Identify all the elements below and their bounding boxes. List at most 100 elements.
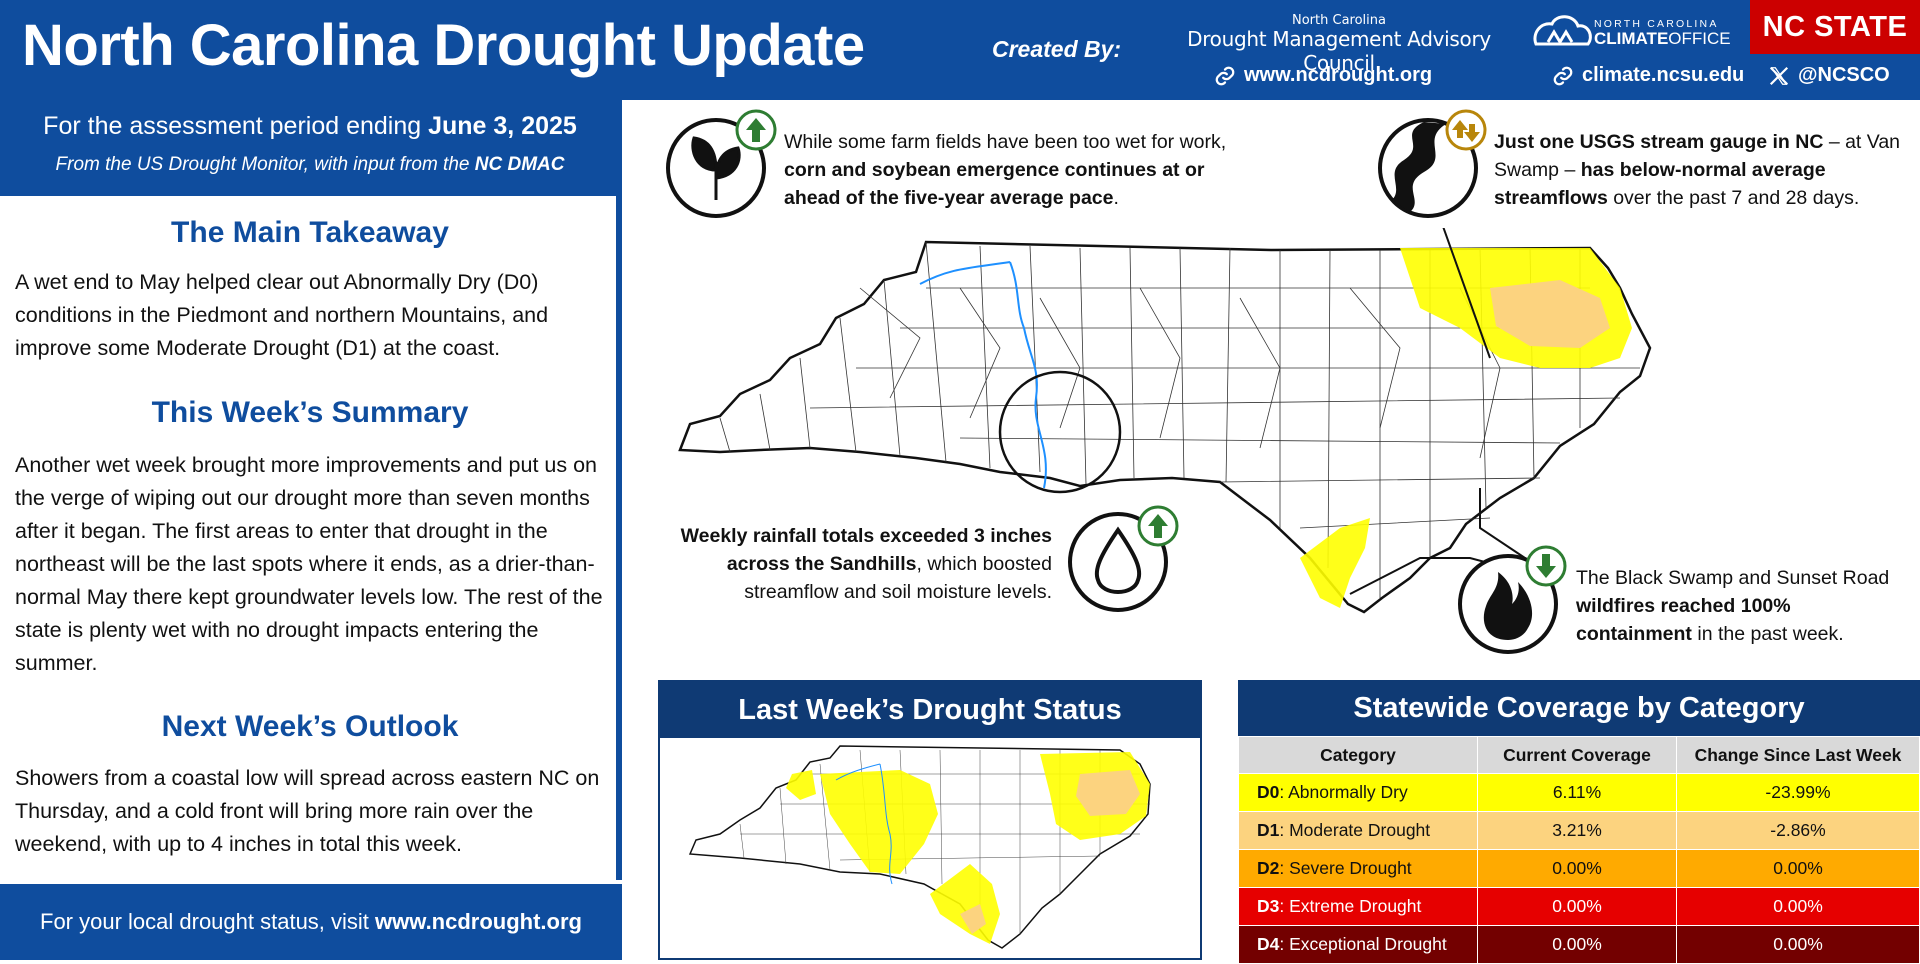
category-code: D2	[1257, 858, 1280, 878]
assessment-banner: For the assessment period ending June 3,…	[0, 100, 620, 196]
category-cell: D3: Extreme Drought	[1238, 887, 1478, 926]
assessment-period: For the assessment period ending June 3,…	[0, 112, 620, 141]
left-column-border	[616, 100, 622, 880]
current-coverage-cell: 0.00%	[1477, 925, 1677, 964]
river-icon	[1378, 118, 1478, 218]
nc-state-outline	[678, 240, 1652, 614]
climate-office-logo-icon	[1533, 15, 1592, 46]
wildfire-callout-text: The Black Swamp and Sunset Road wildfire…	[1576, 564, 1906, 648]
category-name: : Moderate Drought	[1279, 820, 1431, 840]
fire-text-1: The Black Swamp and Sunset Road	[1576, 567, 1890, 589]
x-logo-icon	[1769, 66, 1789, 85]
assessment-source-org: NC DMAC	[474, 154, 565, 175]
x-account-link[interactable]: @NCSCO	[1768, 64, 1890, 87]
ncdrought-link[interactable]: www.ncdrought.org	[1214, 64, 1432, 87]
climate-office-state: NORTH CAROLINA	[1594, 18, 1719, 30]
x-handle: @NCSCO	[1798, 64, 1890, 86]
trend-up-icon	[735, 109, 777, 151]
coverage-table-header: Category Current Coverage Change Since L…	[1238, 736, 1920, 774]
assessment-source-prefix: From the US Drought Monitor, with input …	[55, 154, 475, 175]
dmac-state-label: North Carolina	[1292, 13, 1386, 28]
stream-text-bold-2: has below-normal average streamflows	[1494, 159, 1826, 209]
category-name: : Abnormally Dry	[1279, 782, 1408, 802]
mini-d0-central	[820, 770, 938, 874]
rainfall-callout-text: Weekly rainfall totals exceeded 3 inches…	[640, 522, 1052, 606]
current-coverage-cell: 0.00%	[1477, 887, 1677, 926]
nc-drought-map	[678, 228, 1652, 614]
link-icon	[1215, 66, 1235, 85]
rain-text-1: , which boosted streamflow and soil mois…	[744, 553, 1052, 603]
mini-d1-northeast	[1076, 770, 1140, 816]
coverage-panel: Statewide Coverage by Category Category …	[1238, 680, 1920, 964]
current-coverage-cell: 3.21%	[1477, 811, 1677, 850]
last-week-panel: Last Week’s Drought Status	[658, 680, 1202, 960]
river-line	[919, 261, 1047, 489]
change-cell: -2.86%	[1676, 811, 1920, 850]
stream-callout-text: Just one USGS stream gauge in NC – at Va…	[1494, 128, 1914, 212]
d1-area-northeast	[1490, 280, 1610, 348]
dmac-name: Drought Management Advisory Council	[1187, 27, 1491, 75]
climate-office-name-a: CLIMATE	[1594, 29, 1669, 48]
col-header-category: Category	[1238, 736, 1478, 774]
coverage-row-d1: D1: Moderate Drought 3.21% -2.86%	[1238, 811, 1920, 850]
current-coverage-cell: 0.00%	[1477, 849, 1677, 888]
change-cell: -23.99%	[1676, 773, 1920, 812]
climate-url: climate.ncsu.edu	[1582, 64, 1745, 86]
category-name: : Severe Drought	[1279, 858, 1412, 878]
outlook-heading: Next Week’s Outlook	[161, 710, 459, 743]
farm-text-2: .	[1113, 187, 1119, 209]
stream-text-bold-1: Just one USGS stream gauge in NC	[1494, 131, 1824, 153]
category-cell: D2: Severe Drought	[1238, 849, 1478, 888]
stream-pointer-line	[1442, 228, 1491, 359]
category-name: : Exceptional Drought	[1279, 934, 1447, 954]
d0-area-southeast	[1300, 518, 1370, 608]
plant-icon	[666, 118, 766, 218]
fire-text-2: in the past week.	[1691, 623, 1844, 645]
header-bar	[0, 0, 1920, 100]
change-cell: 0.00%	[1676, 887, 1920, 926]
sandhills-highlight-circle	[998, 370, 1122, 494]
category-code: D3	[1257, 896, 1280, 916]
stream-text-1: – at Van Swamp –	[1494, 131, 1901, 181]
footer-url: www.ncdrought.org	[375, 909, 582, 934]
footer-banner[interactable]: For your local drought status, visit www…	[0, 884, 622, 960]
rain-text-bold: Weekly rainfall totals exceeded 3 inches…	[680, 525, 1052, 575]
coverage-heading: Statewide Coverage by Category	[1238, 680, 1920, 736]
category-code: D4	[1257, 934, 1280, 954]
assessment-source: From the US Drought Monitor, with input …	[0, 154, 620, 176]
stream-text-2: over the past 7 and 28 days.	[1607, 187, 1860, 209]
coverage-row-d3: D3: Extreme Drought 0.00% 0.00%	[1238, 887, 1920, 926]
page-title: North Carolina Drought Update	[22, 13, 865, 78]
mini-river-line	[835, 763, 893, 885]
change-cell: 0.00%	[1676, 925, 1920, 964]
outlook-text: Showers from a coastal low will spread a…	[15, 766, 600, 856]
coverage-row-d0: D0: Abnormally Dry 6.11% -23.99%	[1238, 773, 1920, 812]
trend-up-down-icon	[1445, 109, 1487, 151]
main-takeaway-heading: The Main Takeaway	[171, 216, 449, 249]
category-cell: D0: Abnormally Dry	[1238, 773, 1478, 812]
change-cell: 0.00%	[1676, 849, 1920, 888]
ncdrought-url: www.ncdrought.org	[1244, 64, 1433, 86]
main-takeaway-text: A wet end to May helped clear out Abnorm…	[15, 270, 549, 360]
coverage-row-d2: D2: Severe Drought 0.00% 0.00%	[1238, 849, 1920, 888]
farm-callout-text: While some farm fields have been too wet…	[784, 128, 1234, 212]
last-week-heading: Last Week’s Drought Status	[660, 682, 1200, 738]
created-by-label: Created By:	[992, 36, 1122, 62]
coverage-table: Category Current Coverage Change Since L…	[1238, 736, 1920, 964]
coverage-row-d4: D4: Exceptional Drought 0.00% 0.00%	[1238, 925, 1920, 964]
col-header-current: Current Coverage	[1477, 736, 1677, 774]
category-name: : Extreme Drought	[1279, 896, 1422, 916]
assessment-prefix: For the assessment period ending	[43, 112, 429, 140]
mini-d0-west	[786, 770, 816, 800]
link-icon	[1553, 66, 1573, 85]
climate-link[interactable]: climate.ncsu.edu	[1552, 64, 1744, 87]
climate-office-name: CLIMATEOFFICE	[1594, 29, 1731, 49]
col-header-change: Change Since Last Week	[1676, 736, 1920, 774]
category-cell: D4: Exceptional Drought	[1238, 925, 1478, 964]
category-cell: D1: Moderate Drought	[1238, 811, 1478, 850]
footer-text: For your local drought status, visit	[40, 909, 369, 934]
category-code: D1	[1257, 820, 1280, 840]
nc-state-logo: NC STATE	[1750, 0, 1920, 54]
current-coverage-cell: 6.11%	[1477, 773, 1677, 812]
farm-text-1: While some farm fields have been too wet…	[784, 131, 1227, 153]
